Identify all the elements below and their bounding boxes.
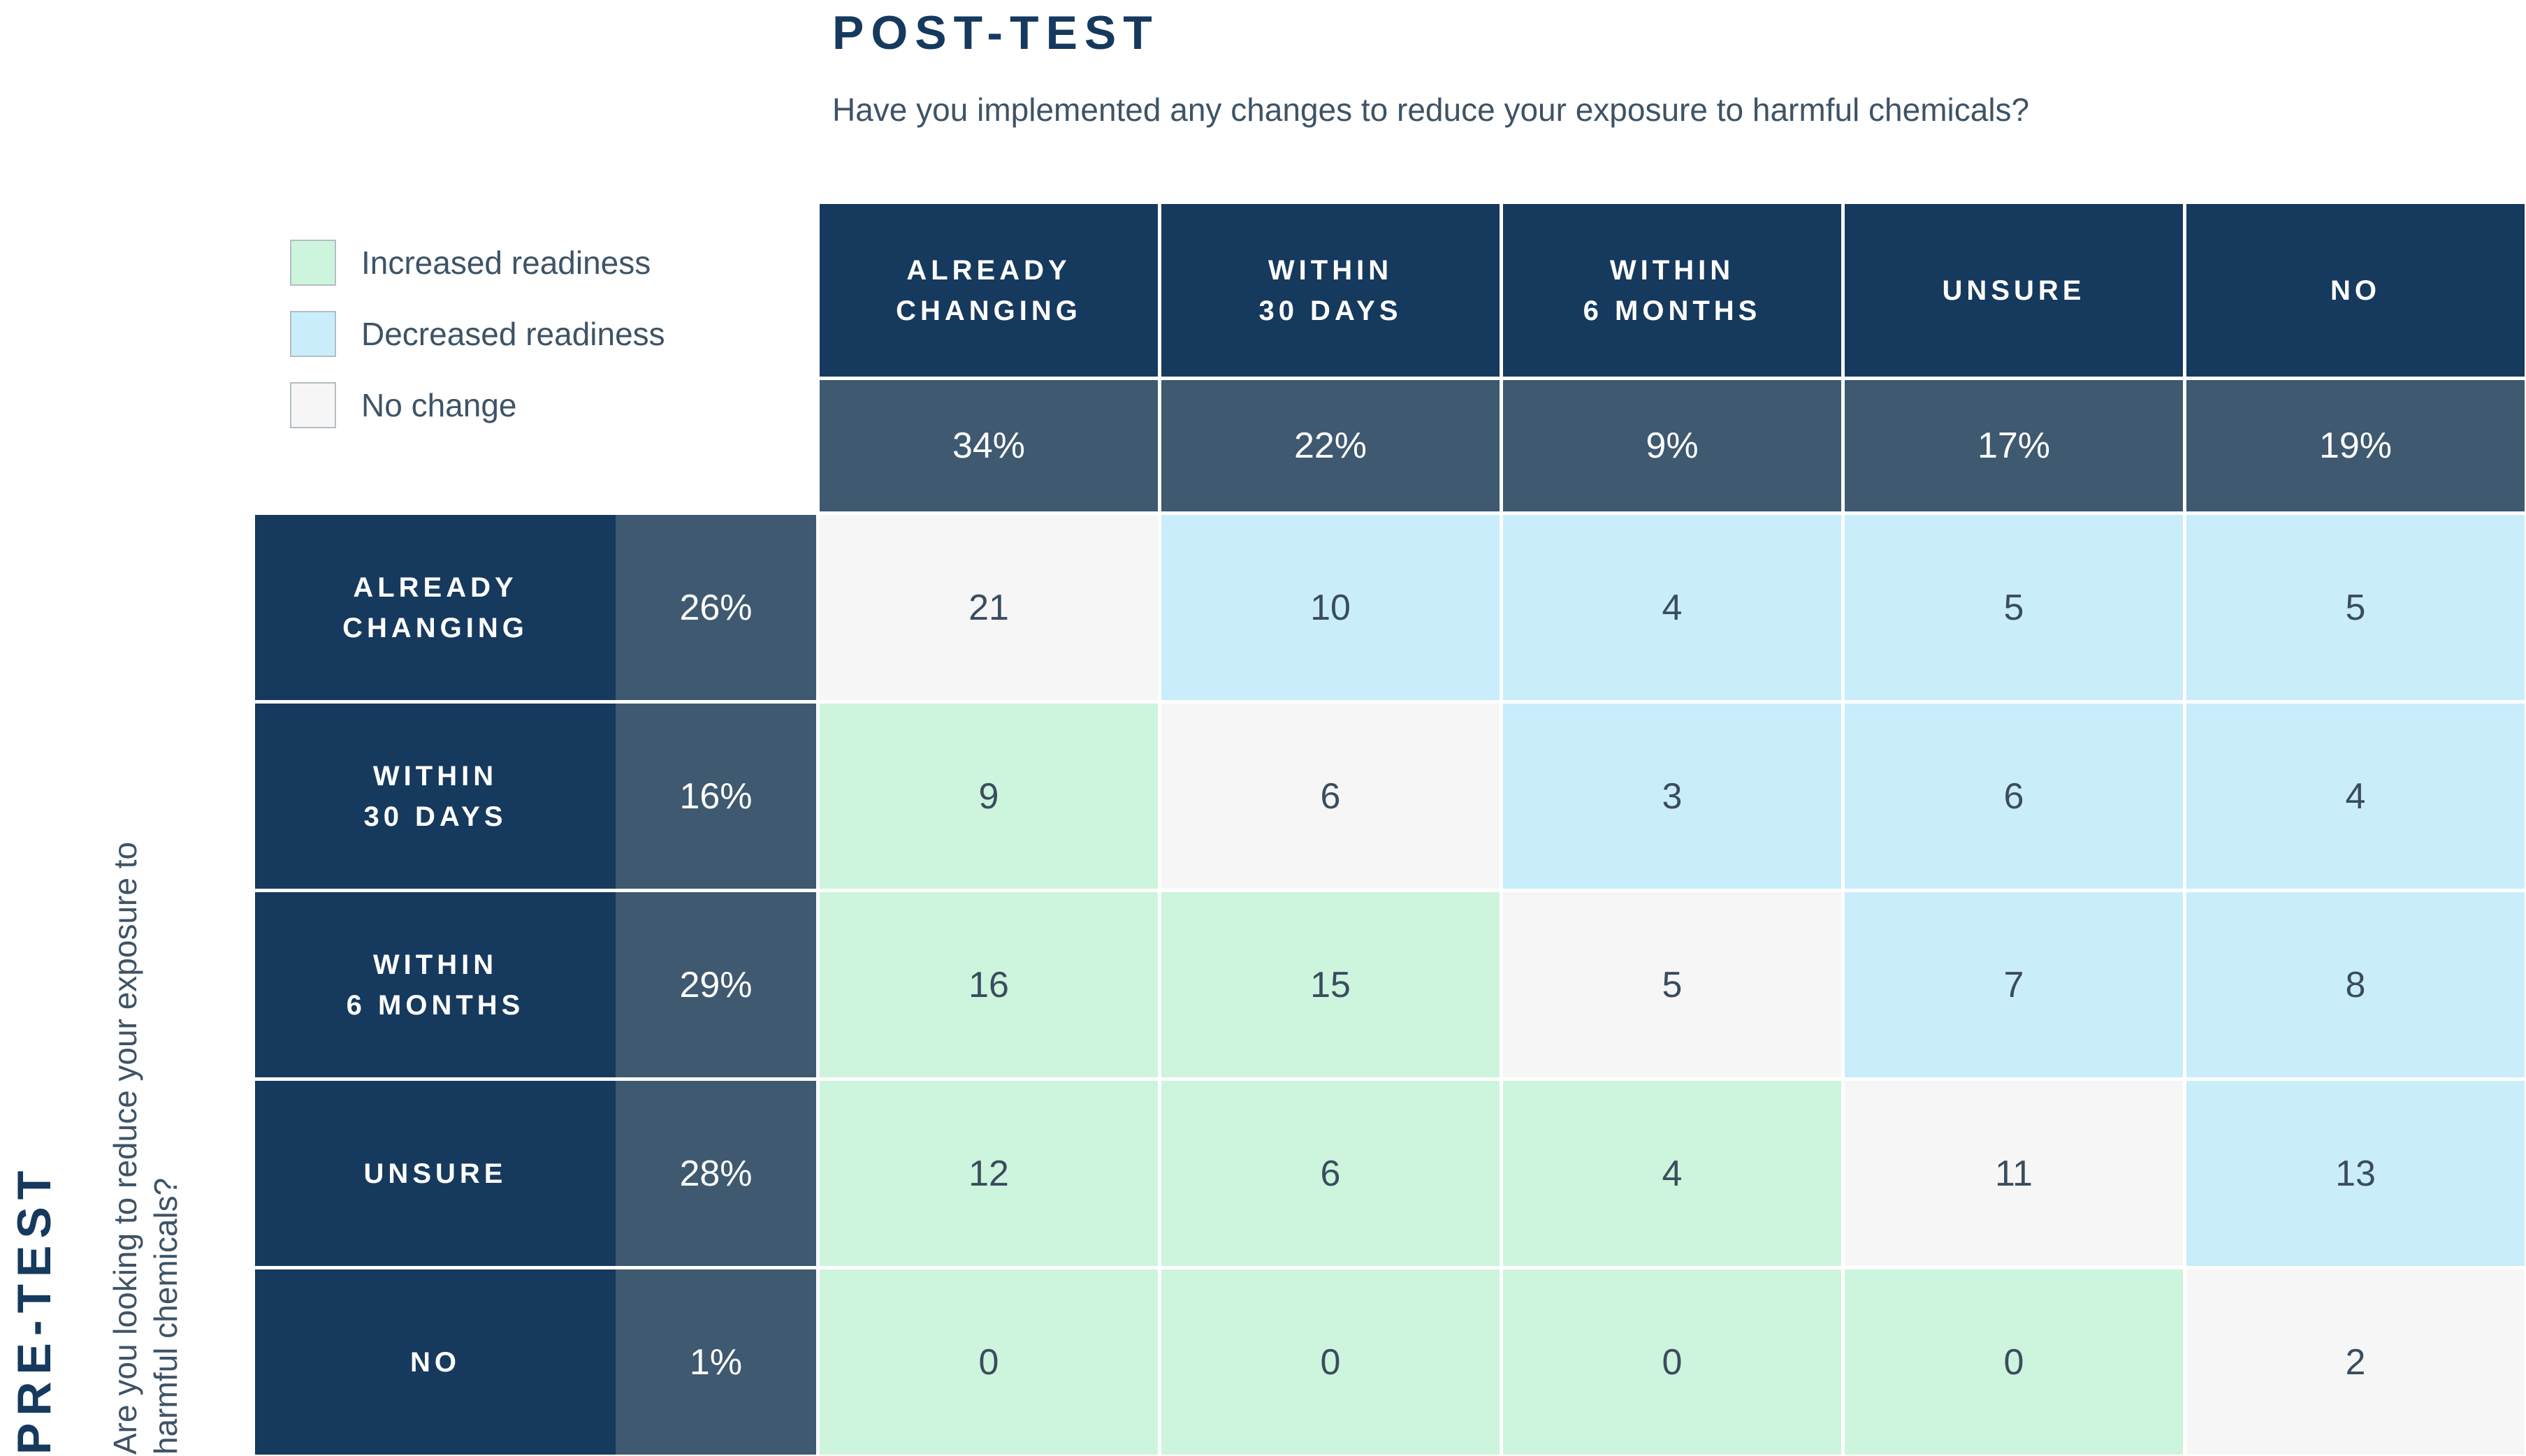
col-header-within-30-days: WITHIN 30 DAYS xyxy=(1161,204,1500,377)
row-header-within-30-days: WITHIN 30 DAYS 16% xyxy=(255,704,816,889)
col-header-no: NO xyxy=(2186,204,2525,377)
row-header-label: WITHIN 30 DAYS xyxy=(255,704,616,889)
col-header-within-6-months: WITHIN 6 MONTHS xyxy=(1503,204,1841,377)
legend-item-no-change: No change xyxy=(290,382,665,428)
decreased-readiness-swatch xyxy=(290,311,336,357)
row-header-no: NO 1% xyxy=(255,1269,816,1455)
row-pct: 16% xyxy=(616,704,816,889)
col-header-unsure: UNSURE xyxy=(1845,204,2183,377)
row-header-within-6-months: WITHIN 6 MONTHS 29% xyxy=(255,892,816,1077)
increased-readiness-swatch xyxy=(290,240,336,286)
row-header-already-changing: ALREADY CHANGING 26% xyxy=(255,515,816,700)
matrix-cell: 0 xyxy=(1503,1269,1841,1455)
col-pct-within-30-days: 22% xyxy=(1161,380,1500,511)
matrix-cell: 6 xyxy=(1161,704,1500,889)
matrix-cell: 3 xyxy=(1503,704,1841,889)
matrix-cell: 0 xyxy=(820,1269,1158,1455)
matrix-cell: 0 xyxy=(1161,1269,1500,1455)
matrix-cell: 13 xyxy=(2186,1081,2525,1266)
matrix-cell: 6 xyxy=(1161,1081,1500,1266)
row-header-label: ALREADY CHANGING xyxy=(255,515,616,700)
pre-test-question: Are you looking to reduce your exposure … xyxy=(107,841,184,1455)
matrix-cell: 0 xyxy=(1845,1269,2183,1455)
col-header-label: NO xyxy=(2330,275,2381,306)
matrix-cell: 6 xyxy=(1845,704,2183,889)
row-pct: 1% xyxy=(616,1269,816,1455)
matrix-cell: 5 xyxy=(2186,515,2525,700)
row-header-label: NO xyxy=(255,1269,616,1455)
crosstab-table: ALREADY CHANGING WITHIN 30 DAYS WITHIN 6… xyxy=(255,204,2525,1455)
matrix-cell: 4 xyxy=(2186,704,2525,889)
legend-label: Increased readiness xyxy=(361,245,651,281)
matrix-cell: 15 xyxy=(1161,892,1500,1077)
matrix-cell: 4 xyxy=(1503,1081,1841,1266)
col-header-label: WITHIN 6 MONTHS xyxy=(1583,254,1762,326)
legend: Increased readiness Decreased readiness … xyxy=(290,240,665,453)
row-header-text: UNSURE xyxy=(363,1158,507,1189)
row-header-label: UNSURE xyxy=(255,1081,616,1266)
row-pct: 28% xyxy=(616,1081,816,1266)
col-header-already-changing: ALREADY CHANGING xyxy=(820,204,1158,377)
matrix-cell: 21 xyxy=(820,515,1158,700)
top-left-spacer xyxy=(255,204,816,377)
row-header-text: ALREADY CHANGING xyxy=(342,572,528,643)
matrix-cell: 12 xyxy=(820,1081,1158,1266)
col-pct-no: 19% xyxy=(2186,380,2525,511)
matrix-cell: 5 xyxy=(1845,515,2183,700)
row-header-unsure: UNSURE 28% xyxy=(255,1081,816,1266)
col-pct-within-6-months: 9% xyxy=(1503,380,1841,511)
post-test-question: Have you implemented any changes to redu… xyxy=(832,92,2030,128)
row-header-text: WITHIN 6 MONTHS xyxy=(346,949,525,1021)
legend-label: Decreased readiness xyxy=(361,316,665,352)
col-header-label: ALREADY CHANGING xyxy=(896,254,1082,326)
row-pct: 29% xyxy=(616,892,816,1077)
row-header-text: NO xyxy=(410,1346,460,1378)
row-pct: 26% xyxy=(616,515,816,700)
col-pct-unsure: 17% xyxy=(1845,380,2183,511)
matrix-cell: 4 xyxy=(1503,515,1841,700)
no-change-swatch xyxy=(290,382,336,428)
matrix-cell: 7 xyxy=(1845,892,2183,1077)
matrix-cell: 8 xyxy=(2186,892,2525,1077)
col-header-label: UNSURE xyxy=(1942,275,2086,306)
matrix-cell: 9 xyxy=(820,704,1158,889)
matrix-cell: 5 xyxy=(1503,892,1841,1077)
row-header-label: WITHIN 6 MONTHS xyxy=(255,892,616,1077)
col-pct-already-changing: 34% xyxy=(820,380,1158,511)
matrix-cell: 16 xyxy=(820,892,1158,1077)
row-header-text: WITHIN 30 DAYS xyxy=(363,760,507,832)
col-header-label: WITHIN 30 DAYS xyxy=(1258,254,1402,326)
pre-test-title: PRE-TEST xyxy=(8,1163,61,1455)
legend-item-decreased: Decreased readiness xyxy=(290,311,665,357)
matrix-cell: 2 xyxy=(2186,1269,2525,1455)
legend-label: No change xyxy=(361,387,517,423)
pct-row-spacer xyxy=(255,380,816,511)
post-test-title: POST-TEST xyxy=(832,6,1159,59)
legend-item-increased: Increased readiness xyxy=(290,240,665,286)
matrix-cell: 11 xyxy=(1845,1081,2183,1266)
matrix-cell: 10 xyxy=(1161,515,1500,700)
